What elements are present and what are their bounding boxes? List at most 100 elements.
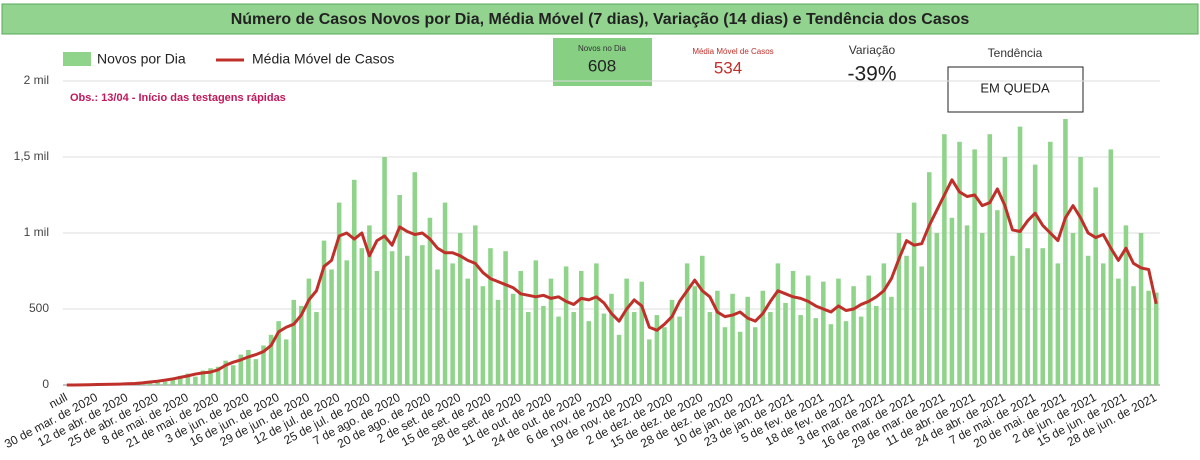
bar <box>942 134 947 385</box>
bar <box>495 299 501 385</box>
chart-title: Número de Casos Novos por Dia, Média Móv… <box>231 11 970 28</box>
bar <box>329 269 334 385</box>
bar <box>556 316 561 385</box>
bar <box>457 233 463 385</box>
bar <box>662 327 667 385</box>
bar <box>624 278 629 385</box>
bar <box>669 299 675 385</box>
bar <box>283 339 289 385</box>
bar <box>208 368 213 385</box>
title-bar <box>1 3 1199 35</box>
bar <box>1025 248 1030 385</box>
bar <box>276 321 281 385</box>
scorecard-title: Média Móvel de Casos <box>692 47 773 56</box>
bar <box>949 217 955 385</box>
bar <box>1040 248 1046 385</box>
bar <box>1002 157 1008 385</box>
bar <box>382 157 387 385</box>
bar <box>821 281 826 385</box>
bar <box>730 293 735 385</box>
bar <box>510 293 516 385</box>
bar <box>828 324 834 385</box>
bar <box>752 327 758 385</box>
bar <box>200 370 206 385</box>
bar <box>1048 141 1053 385</box>
bar <box>215 366 221 385</box>
bar <box>911 202 917 385</box>
bar <box>586 321 592 385</box>
bar <box>972 149 977 385</box>
bar <box>790 271 796 385</box>
bar <box>813 318 819 385</box>
bar <box>881 263 887 385</box>
bar <box>253 359 259 385</box>
bar <box>1078 157 1083 385</box>
bar <box>435 269 440 385</box>
bar <box>193 376 198 385</box>
bar <box>692 286 697 385</box>
bar <box>631 312 637 385</box>
trend-box <box>947 66 1084 113</box>
bar <box>647 339 652 385</box>
bar <box>798 315 803 385</box>
bar <box>1116 278 1121 385</box>
annotation: Obs.: 13/04 - Início das testagens rápid… <box>70 92 286 104</box>
bar <box>654 315 660 385</box>
bar <box>1100 263 1106 385</box>
bar <box>412 172 418 385</box>
bar <box>336 202 342 385</box>
y-tick-label: 1,5 mil <box>14 149 49 163</box>
bar <box>465 278 471 385</box>
y-tick-label: 2 mil <box>24 73 49 87</box>
bar <box>185 373 191 385</box>
bar <box>533 260 539 385</box>
bar <box>230 365 236 385</box>
bar <box>805 275 811 385</box>
bar <box>1010 255 1015 385</box>
bar <box>979 233 985 385</box>
bar <box>480 286 486 385</box>
bar <box>1093 187 1098 385</box>
bar <box>919 266 924 385</box>
bar <box>177 375 183 385</box>
bar <box>473 225 478 385</box>
bar <box>926 172 932 385</box>
bar <box>404 255 410 385</box>
bar <box>238 354 244 385</box>
legend-label: Novos por Dia <box>97 51 186 67</box>
scorecard <box>553 38 652 86</box>
bar <box>1055 263 1061 385</box>
bar <box>170 377 175 385</box>
bar <box>223 360 228 385</box>
bar <box>427 217 433 385</box>
bar <box>155 380 160 385</box>
bar <box>1085 255 1091 385</box>
bar <box>314 312 319 385</box>
legend-swatch <box>63 52 91 66</box>
scorecard-title: Variação <box>849 43 896 57</box>
bar <box>616 334 622 385</box>
bar <box>775 263 781 385</box>
bar <box>246 350 251 385</box>
scorecard-value: 534 <box>714 58 742 77</box>
bar <box>836 278 841 385</box>
bar <box>299 305 304 385</box>
bar <box>609 293 614 385</box>
bar <box>722 327 728 385</box>
bar <box>760 290 766 385</box>
bar <box>488 248 493 385</box>
bar <box>1017 126 1023 385</box>
bar <box>518 271 523 385</box>
bar <box>291 299 297 385</box>
bar <box>344 260 349 385</box>
bar <box>737 331 743 385</box>
scorecard-title: Novos no Dia <box>578 44 627 53</box>
bar <box>450 263 455 385</box>
bar <box>261 345 266 385</box>
y-tick-label: 500 <box>29 301 49 315</box>
bar <box>851 286 856 385</box>
bar <box>866 275 871 385</box>
bar <box>964 225 970 385</box>
y-tick-label: 1 mil <box>24 225 49 239</box>
